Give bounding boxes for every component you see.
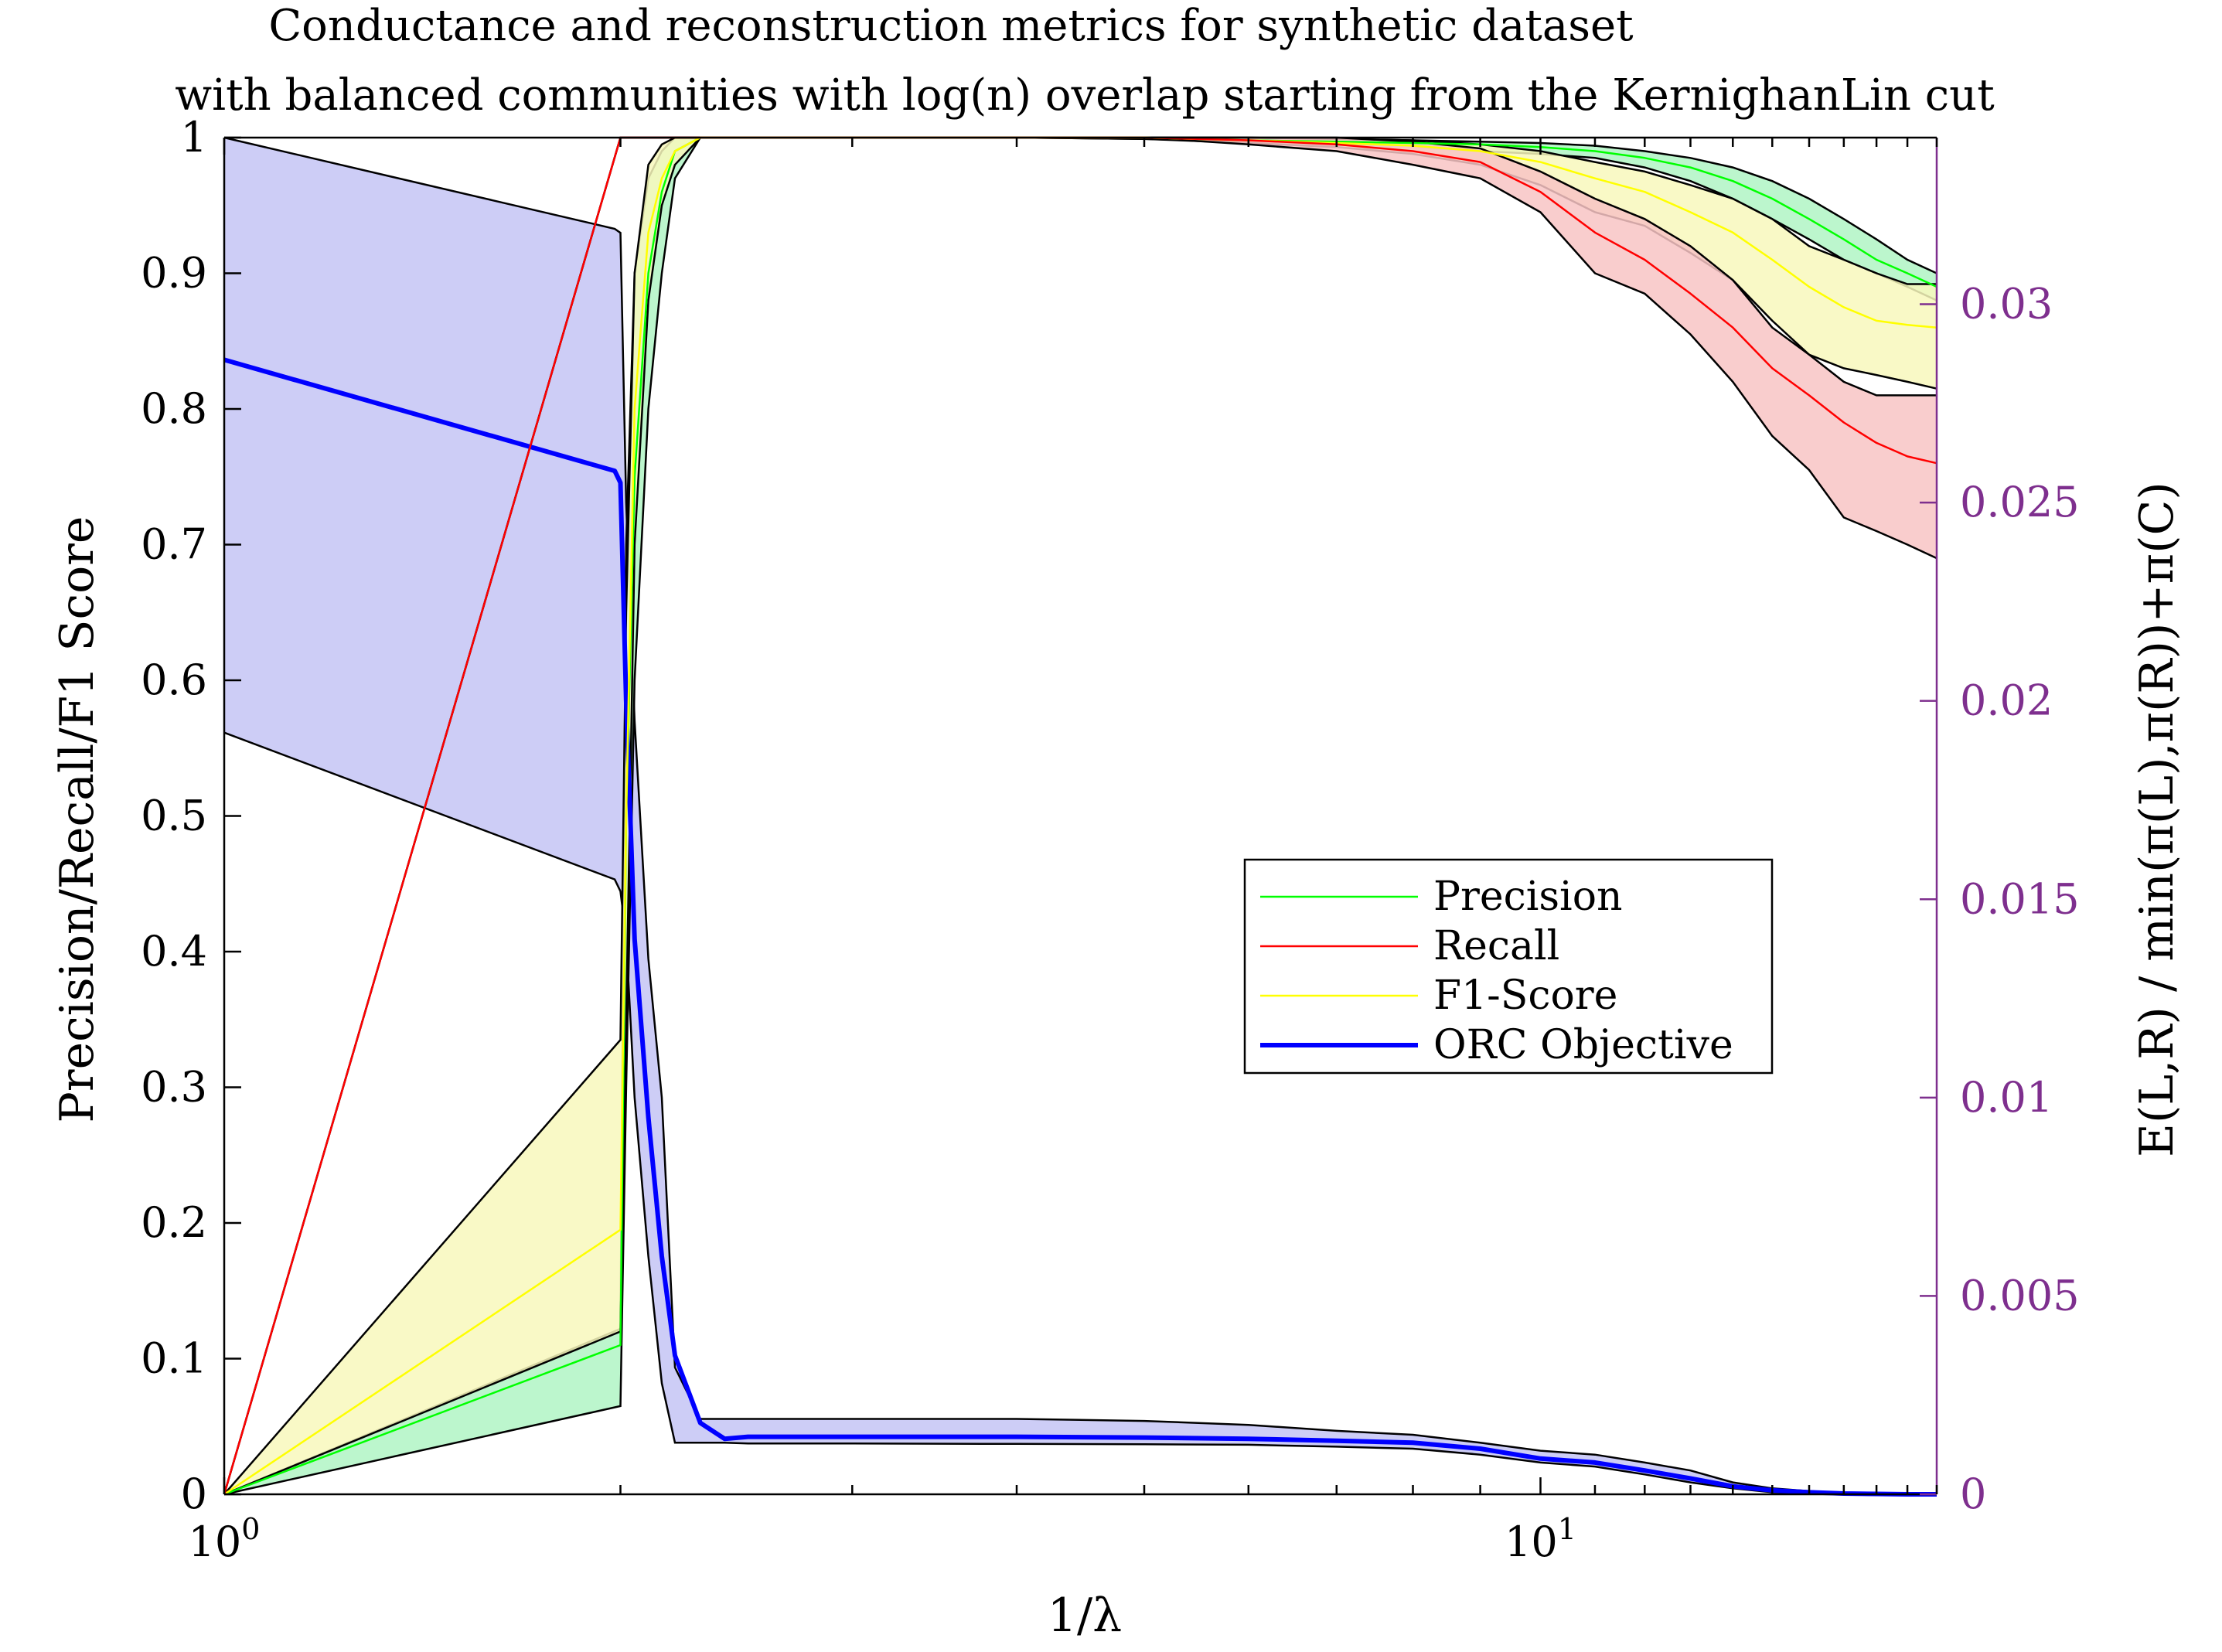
title-line-2: with balanced communities with log(n) ov… bbox=[175, 70, 1995, 121]
y-tick-label: 0.6 bbox=[141, 656, 207, 704]
y-axis-label: Precision/Recall/F1 Score bbox=[50, 516, 104, 1123]
y-tick-label: 0.8 bbox=[141, 384, 207, 433]
x-axis-label: 1/λ bbox=[1048, 1589, 1122, 1643]
plot-area bbox=[223, 136, 1937, 1497]
y-tick-label: 0.4 bbox=[141, 927, 207, 976]
y-right-tick-label: 0.025 bbox=[1960, 478, 2080, 526]
y-right-tick-label: 0.015 bbox=[1960, 874, 2080, 923]
y-right-tick-label: 0.03 bbox=[1960, 280, 2053, 329]
f1-score-legend-label: F1-Score bbox=[1433, 972, 1617, 1019]
f1-score-band bbox=[224, 138, 1937, 1494]
x-tick-label: 101 bbox=[1505, 1512, 1576, 1566]
y-tick-label: 0.2 bbox=[141, 1198, 207, 1247]
recall-legend-label: Recall bbox=[1433, 923, 1559, 969]
y-tick-label: 0.7 bbox=[141, 520, 207, 569]
orc-objective-legend-label: ORC Objective bbox=[1433, 1022, 1733, 1068]
axes: 0 0.1 0.2 0.3 0.4 0.5 0.6 0.7 0.8 0.9 1 0 0.005 0.01 0… bbox=[141, 113, 2079, 1566]
y-right-tick-label: 0.01 bbox=[1960, 1073, 2053, 1122]
x-tick-label: 100 bbox=[189, 1512, 261, 1566]
legend-box bbox=[1243, 858, 1774, 1075]
y-tick-label: 1 bbox=[181, 113, 207, 162]
orc-objective-line bbox=[223, 357, 1937, 1497]
y-right-tick-label: 0.005 bbox=[1960, 1271, 2080, 1320]
precision-legend-label: Precision bbox=[1433, 874, 1623, 920]
y-right-tick-label: 0.02 bbox=[1960, 676, 2053, 725]
y-right-axis-label: E(L,R) / min(π(L),π(R))+π(C) bbox=[2130, 482, 2184, 1157]
y-right-tick-label: 0 bbox=[1960, 1470, 1986, 1518]
title-line-1: Conductance and reconstruction metrics f… bbox=[268, 1, 1634, 51]
y-tick-label: 0 bbox=[181, 1470, 207, 1518]
y-tick-label: 0.3 bbox=[141, 1063, 207, 1112]
y-tick-label: 0.9 bbox=[141, 249, 207, 298]
y-tick-label: 0.1 bbox=[141, 1334, 207, 1383]
chart-title: Conductance and reconstruction metrics f… bbox=[175, 1, 1995, 121]
y-tick-label: 0.5 bbox=[141, 792, 207, 840]
